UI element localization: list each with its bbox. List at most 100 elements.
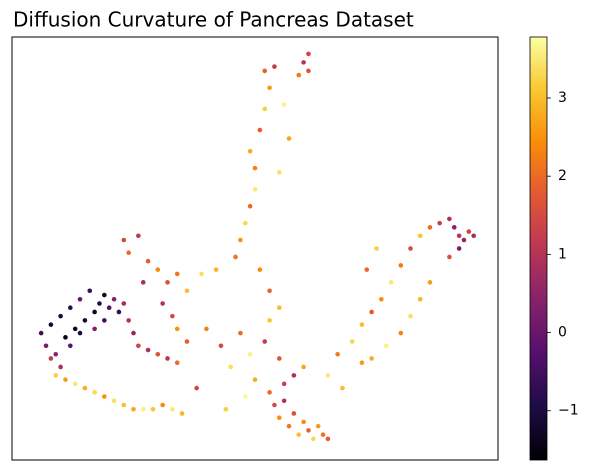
scatter-point [451,225,457,230]
scatter-point [364,267,370,272]
scatter-point [204,326,209,332]
scatter-point [160,402,165,408]
scatter-point [257,267,263,272]
scatter-point [184,288,190,294]
scatter-point [281,381,287,387]
colorbar-tick-label: −1 [558,403,579,419]
colorbar-tick-label: 2 [558,168,567,184]
scatter-point [296,432,302,437]
scatter-point [286,423,292,429]
scatter-point [111,296,117,302]
scatter-point [199,271,204,277]
scatter-point [82,318,88,323]
scatter-point [43,343,49,349]
scatter-point [184,339,190,344]
scatter-point [408,313,413,319]
scatter-point [291,411,297,416]
scatter-point [223,406,229,412]
scatter-point [306,428,311,433]
scatter-point [456,246,462,251]
scatter-point [296,72,302,78]
scatter-point [233,254,238,260]
scatter-point [281,398,287,404]
scatter-point [48,356,54,361]
scatter-point [53,373,59,378]
scatter-point [325,436,331,442]
scatter-point [262,339,268,344]
scatter-point [461,237,467,243]
scatter-point [218,343,224,349]
scatter-point [238,237,243,243]
scatter-point [325,373,331,378]
scatter-point [126,318,131,323]
scatter-point [77,296,83,302]
scatter-point [247,351,253,357]
scatter-point [155,351,161,357]
scatter-point [102,318,107,323]
scatter-point [145,258,151,264]
scatter-point [116,309,122,315]
scatter-point [140,406,146,412]
scatter-point [131,406,136,412]
scatter-point [437,220,442,226]
scatter-point [267,288,272,294]
scatter-point [335,351,340,357]
scatter-point [213,267,219,272]
scatter-point [306,51,311,57]
scatter-point [126,250,131,256]
scatter-point [238,330,243,336]
scatter-point [102,394,107,399]
scatter-point [38,330,44,336]
scatter-point [340,385,345,391]
scatter-point [267,85,272,91]
scatter-point [58,313,63,319]
scatter-point [145,347,151,353]
scatter-point [53,351,59,357]
scatter-point [456,233,462,239]
scatter-point [160,301,165,306]
scatter-point [349,339,355,344]
colorbar-tick-label: 1 [558,246,567,262]
scatter-point [374,246,379,251]
scatter-point [165,356,170,361]
scatter-point [136,233,141,239]
scatter-point [277,356,282,361]
scatter-point [277,415,282,421]
scatter-point [447,216,452,222]
scatter-point [121,301,127,306]
scatter-point [131,330,136,336]
scatter-point [417,296,423,302]
scatter-point [379,296,384,302]
scatter-point [68,305,73,311]
scatter-point [291,373,297,378]
scatter-point [140,280,146,285]
scatter-point [447,254,452,260]
scatter-point [301,60,306,65]
scatter-point [174,271,180,277]
scatter-point [58,364,63,370]
scatter-point [398,263,404,268]
scatter-point [136,343,141,349]
scatter-point [388,280,394,285]
scatter-point [301,364,306,370]
scatter-point [359,322,365,327]
plot-frame [11,36,499,461]
scatter-point [63,335,68,340]
scatter-point [247,203,253,209]
scatter-point [311,436,316,442]
colorbar [529,36,548,461]
scatter-point [72,381,78,387]
scatter-point [257,127,263,133]
scatter-point [155,267,161,272]
scatter-point [272,64,277,69]
scatter-point [286,136,292,141]
scatter-point [408,246,413,251]
scatter-point [82,385,88,391]
scatter-point [68,343,73,349]
colorbar-tick-label: 3 [558,90,567,106]
scatter-point [383,343,389,349]
scatter-point [77,330,83,336]
scatter-point [111,398,117,404]
scatter-point [262,68,268,74]
